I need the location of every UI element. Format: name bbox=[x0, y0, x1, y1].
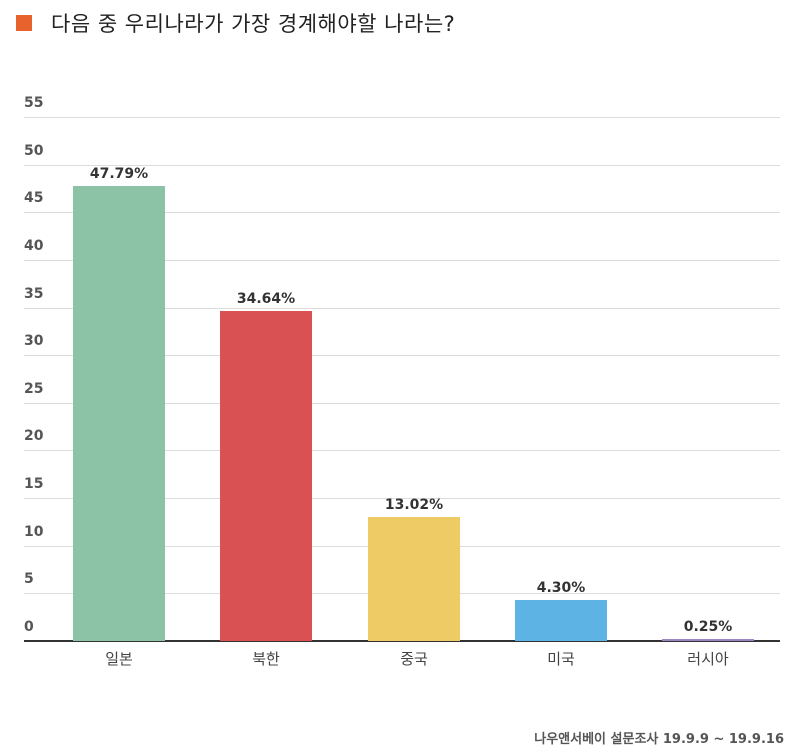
source-caption: 나우앤서베이 설문조사 19.9.9 ~ 19.9.16 bbox=[534, 732, 784, 747]
bar-value-label: 13.02% bbox=[384, 497, 444, 513]
y-axis-tick-label: 10 bbox=[24, 524, 44, 540]
bar-3 bbox=[515, 600, 607, 641]
gridline bbox=[24, 165, 780, 166]
bar-value-label: 4.30% bbox=[536, 580, 586, 596]
bar-1 bbox=[220, 311, 312, 641]
y-axis-tick-label: 40 bbox=[24, 238, 44, 254]
bar-value-label: 0.25% bbox=[683, 619, 733, 635]
y-axis-tick-label: 20 bbox=[24, 428, 44, 444]
x-axis-category-label: 중국 bbox=[400, 650, 428, 668]
y-axis-tick-label: 15 bbox=[24, 476, 44, 492]
chart-title-row: 다음 중 우리나라가 가장 경계해야할 나라는? bbox=[16, 8, 455, 38]
y-axis-tick-label: 50 bbox=[24, 143, 44, 159]
bar-value-label: 34.64% bbox=[236, 291, 296, 307]
chart-title: 다음 중 우리나라가 가장 경계해야할 나라는? bbox=[51, 12, 456, 36]
gridline bbox=[24, 403, 780, 404]
y-axis-tick-label: 45 bbox=[24, 190, 44, 206]
gridline bbox=[24, 498, 780, 499]
bar-0 bbox=[73, 186, 165, 641]
gridline bbox=[24, 212, 780, 213]
gridline bbox=[24, 308, 780, 309]
y-axis-tick-label: 0 bbox=[24, 619, 34, 635]
y-axis-tick-label: 30 bbox=[24, 333, 44, 349]
gridline bbox=[24, 355, 780, 356]
gridline bbox=[24, 260, 780, 261]
title-marker-square bbox=[16, 15, 32, 31]
x-axis-category-label: 러시아 bbox=[687, 650, 729, 668]
bar-4 bbox=[662, 639, 754, 641]
x-axis-category-label: 일본 bbox=[105, 650, 133, 668]
gridline bbox=[24, 117, 780, 118]
x-axis-category-label: 미국 bbox=[547, 650, 575, 668]
y-axis-tick-label: 5 bbox=[24, 571, 34, 587]
y-axis-tick-label: 55 bbox=[24, 95, 44, 111]
bar-value-label: 47.79% bbox=[89, 166, 149, 182]
bar-2 bbox=[368, 517, 460, 641]
y-axis-tick-label: 25 bbox=[24, 381, 44, 397]
x-axis-baseline bbox=[24, 640, 780, 642]
y-axis-tick-label: 35 bbox=[24, 286, 44, 302]
x-axis-category-label: 북한 bbox=[252, 650, 280, 668]
gridline bbox=[24, 450, 780, 451]
